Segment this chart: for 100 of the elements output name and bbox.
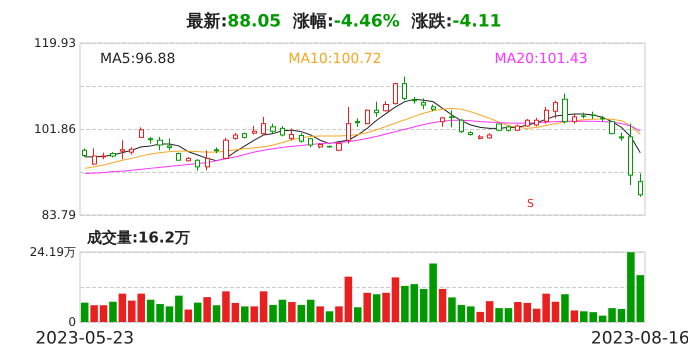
candlestick	[233, 132, 238, 140]
candlestick	[421, 98, 426, 110]
candlestick	[205, 150, 210, 171]
bar	[306, 300, 314, 322]
candlestick	[157, 136, 163, 151]
candlestick	[355, 118, 360, 128]
bar	[232, 302, 240, 322]
candlestick	[468, 130, 473, 136]
bar	[100, 305, 108, 322]
bar	[627, 252, 635, 322]
candlestick	[336, 142, 342, 152]
candlestick	[572, 114, 577, 124]
candlestick	[609, 120, 615, 136]
candlestick	[346, 106, 351, 144]
candlestick	[148, 136, 153, 144]
candlestick	[619, 132, 624, 142]
candlestick	[101, 152, 106, 160]
candlestick	[374, 101, 379, 118]
candlestick	[534, 117, 539, 127]
candlestick	[515, 124, 520, 132]
bar	[194, 302, 202, 322]
bar	[288, 302, 296, 322]
bar	[589, 312, 597, 322]
bar	[524, 302, 532, 322]
bar	[212, 305, 220, 322]
text: MA5:96.88	[100, 51, 176, 67]
text: MA20:101.43	[494, 51, 588, 67]
bar	[552, 302, 560, 322]
candlestick	[214, 146, 219, 154]
bar	[580, 311, 588, 322]
candlestick	[600, 115, 605, 122]
bar	[344, 276, 352, 322]
bar	[467, 306, 475, 322]
candlestick	[487, 132, 492, 140]
candlestick	[581, 112, 586, 119]
bar	[410, 284, 418, 322]
y-tick-label: 119.93	[34, 36, 76, 50]
bar	[137, 294, 145, 322]
candlestick	[223, 137, 229, 160]
candlestick	[525, 118, 530, 128]
chart-title: 成交量:16.2万	[86, 228, 190, 246]
candlestick	[120, 140, 125, 160]
candlestick	[440, 116, 445, 128]
bar	[363, 292, 371, 322]
bar	[458, 304, 466, 322]
candlestick	[449, 110, 455, 128]
candlestick	[628, 123, 633, 186]
candlestick	[591, 111, 596, 120]
candlestick	[289, 128, 294, 141]
candlestick	[195, 158, 200, 172]
bar	[354, 307, 362, 322]
candlestick	[562, 93, 568, 124]
candlestick	[242, 132, 247, 139]
bar	[420, 289, 428, 322]
candlestick	[553, 100, 558, 119]
bar	[146, 300, 154, 322]
bar	[438, 289, 446, 322]
bar	[598, 316, 606, 322]
chart-title: 最新:88.05 涨幅:-4.46% 涨跌:-4.11	[186, 12, 502, 32]
bar	[335, 306, 343, 322]
line-series	[84, 108, 641, 169]
candlestick	[318, 142, 323, 149]
bar	[298, 304, 306, 322]
y-tick-label: 83.79	[42, 208, 76, 222]
candlestick	[459, 118, 464, 134]
bar	[80, 302, 88, 322]
candlestick	[167, 138, 172, 151]
bar	[90, 305, 98, 322]
candlestick	[308, 137, 313, 148]
candlestick	[402, 76, 407, 101]
bar	[222, 291, 230, 322]
bar	[476, 312, 484, 322]
bar	[203, 297, 211, 322]
candlestick	[431, 104, 436, 112]
bar	[250, 306, 258, 322]
candlestick	[299, 132, 304, 144]
candlestick	[327, 144, 332, 148]
y-tick-label: 0	[68, 315, 76, 329]
bar	[184, 310, 192, 322]
candlestick	[82, 148, 87, 158]
candlestick	[129, 146, 134, 156]
bar	[118, 294, 126, 322]
bar	[532, 308, 540, 322]
bar	[570, 310, 578, 322]
bar	[542, 294, 550, 322]
line-series	[84, 98, 641, 162]
x-tick-label: 2023-05-23	[35, 328, 134, 348]
bar	[175, 296, 183, 322]
candlestick	[92, 148, 97, 166]
candlestick	[496, 123, 502, 132]
bar	[260, 291, 268, 322]
candlestick	[176, 152, 181, 162]
candlestick	[110, 152, 116, 158]
bar	[128, 300, 136, 322]
candlestick	[412, 96, 417, 104]
candlestick	[506, 124, 511, 132]
candlestick	[365, 108, 370, 126]
bar	[514, 302, 522, 322]
bar	[561, 294, 569, 322]
bar	[448, 297, 456, 322]
